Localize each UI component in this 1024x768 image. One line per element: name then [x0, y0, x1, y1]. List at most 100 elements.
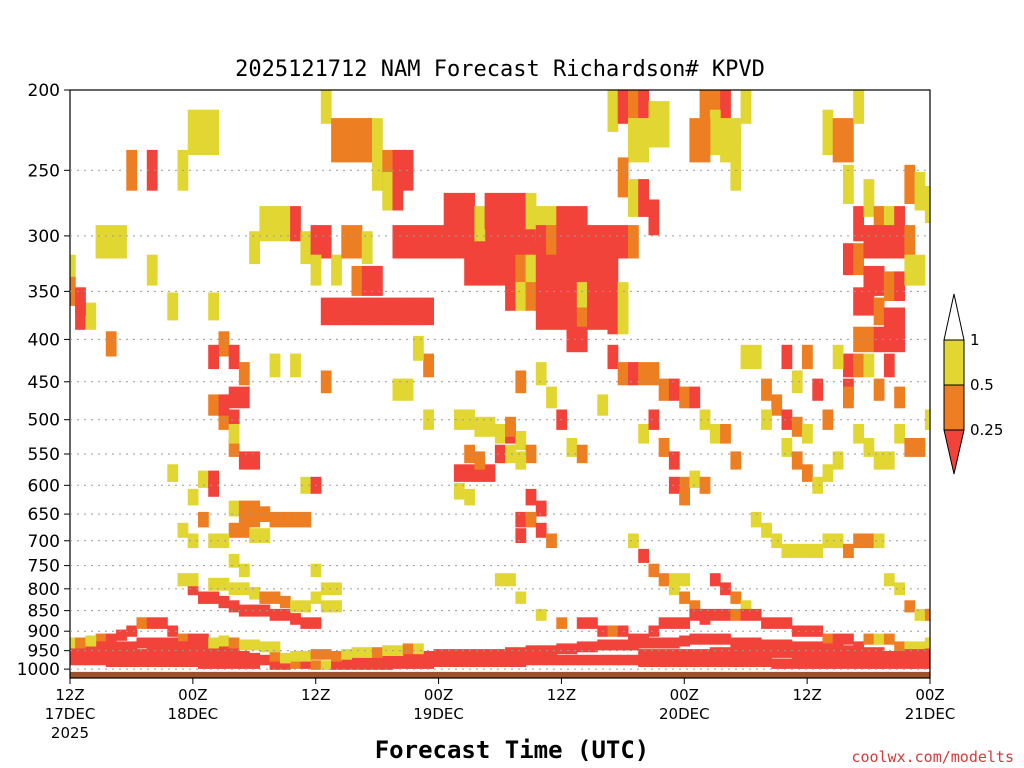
- ri-cell: [914, 254, 926, 286]
- ri-cell: [351, 297, 363, 326]
- ri-cell: [679, 656, 690, 667]
- ri-cell: [904, 438, 916, 457]
- ri-cell: [535, 608, 547, 621]
- ri-cell: [689, 608, 701, 621]
- y-tick-label: 800: [28, 580, 60, 600]
- ri-cell: [228, 424, 240, 444]
- ri-cell: [720, 424, 731, 444]
- ri-cell: [853, 424, 864, 444]
- ri-cell: [198, 658, 209, 669]
- ri-cell: [474, 254, 486, 286]
- ri-cell: [218, 635, 230, 647]
- ri-cell: [249, 231, 260, 265]
- ri-cell: [679, 488, 690, 506]
- ri-cell: [914, 608, 926, 621]
- ri-cell: [556, 282, 568, 311]
- ri-cell: [341, 649, 353, 660]
- ri-cell: [464, 656, 475, 667]
- ri-cell: [453, 649, 465, 660]
- ri-cell: [802, 424, 813, 444]
- ri-cell: [157, 647, 168, 658]
- ri-cell: [791, 658, 803, 669]
- ri-cell: [853, 533, 864, 549]
- ri-cell: [894, 206, 905, 242]
- y-tick-label: 950: [28, 642, 60, 662]
- ri-cell: [740, 656, 752, 667]
- ri-cell: [157, 656, 168, 667]
- ri-cell: [75, 647, 86, 658]
- ri-cell: [720, 118, 731, 163]
- ri-cell: [341, 225, 353, 259]
- y-tick-label: 500: [28, 411, 60, 431]
- y-tick-label: 650: [28, 505, 60, 525]
- ri-cell: [730, 647, 742, 658]
- ri-cell: [392, 652, 404, 664]
- ri-cell: [136, 617, 148, 629]
- ri-cell: [279, 511, 291, 528]
- ri-cell: [587, 302, 598, 330]
- ri-cell: [750, 344, 762, 370]
- ri-cell: [238, 582, 250, 596]
- ri-cell: [668, 476, 680, 494]
- ri-cell: [699, 118, 711, 163]
- ri-cell: [494, 254, 506, 286]
- ri-cell: [709, 647, 721, 658]
- ri-cell: [198, 109, 209, 155]
- data-cells: [70, 90, 946, 678]
- ri-cell: [300, 617, 312, 629]
- ri-cell: [863, 179, 875, 217]
- ri-cell: [208, 533, 219, 549]
- ri-cell: [822, 651, 834, 662]
- ri-cell: [791, 543, 803, 558]
- ri-cell: [361, 231, 373, 265]
- ri-cell: [146, 656, 158, 667]
- ri-cell: [699, 633, 711, 645]
- ri-cell: [566, 654, 578, 666]
- ri-cell: [372, 149, 383, 191]
- ri-cell: [853, 243, 864, 276]
- ri-cell: [812, 378, 824, 401]
- ri-cell: [730, 608, 742, 621]
- ri-cell: [699, 656, 711, 667]
- ri-cell: [781, 409, 793, 430]
- y-axis: 200 250 300 350 400 450 500 550 600 650 700 750 8008…: [17, 81, 930, 680]
- ri-cell: [515, 591, 527, 604]
- ri-cell: [85, 649, 97, 660]
- ri-cell: [187, 582, 199, 596]
- ri-cell: [873, 378, 885, 401]
- ri-cell: [484, 656, 496, 667]
- ri-cell: [863, 225, 875, 259]
- ri-cell: [628, 639, 639, 651]
- ri-cell: [638, 118, 649, 163]
- ri-cell: [689, 600, 701, 613]
- ri-cell: [177, 573, 189, 587]
- ri-cell: [740, 344, 752, 370]
- ri-cell: [843, 164, 854, 204]
- ri-cell: [443, 656, 455, 667]
- ri-cell: [177, 641, 189, 653]
- ri-cell: [382, 645, 394, 656]
- ri-cell: [935, 657, 946, 667]
- ri-cell: [402, 643, 414, 655]
- ri-cell: [300, 600, 312, 613]
- ri-cell: [187, 641, 199, 653]
- ri-cell: [515, 511, 527, 528]
- ri-cell: [259, 654, 271, 666]
- ri-cell: [679, 649, 690, 660]
- ri-cell: [658, 637, 670, 649]
- ri-cell: [228, 582, 240, 596]
- ri-cell: [679, 591, 690, 604]
- ri-cell: [423, 658, 434, 669]
- ri-cell: [198, 591, 209, 604]
- ri-cell: [382, 652, 394, 664]
- ri-cell: [597, 282, 609, 311]
- ri-cell: [791, 451, 803, 470]
- ri-cell: [198, 470, 209, 488]
- ri-cell: [525, 192, 537, 230]
- ri-cell: [843, 633, 854, 645]
- ri-cell: [494, 192, 506, 230]
- ri-cell: [208, 591, 219, 604]
- ri-cell: [75, 287, 86, 316]
- ri-cell: [822, 464, 834, 482]
- ri-cell: [146, 149, 158, 191]
